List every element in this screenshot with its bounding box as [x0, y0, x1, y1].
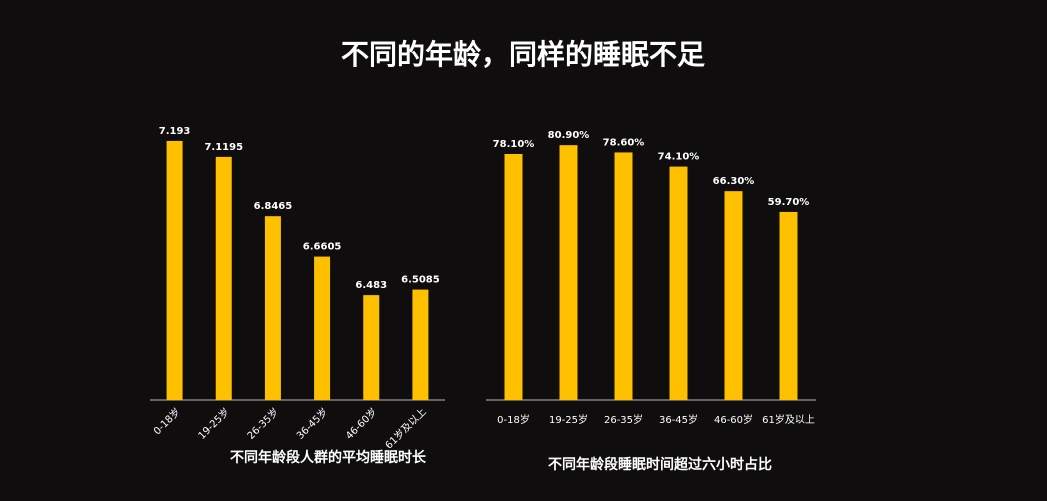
x-tick-label: 36-45岁 [659, 413, 698, 426]
value-label: 66.30% [713, 176, 755, 187]
bar [166, 140, 183, 400]
x-tick-label: 19-25岁 [549, 413, 588, 426]
value-label: 6.5085 [401, 275, 440, 286]
bar [724, 191, 743, 400]
value-label: 6.483 [355, 280, 387, 291]
chart-caption: 不同年龄段人群的平均睡眠时长 [230, 449, 427, 466]
value-label: 7.193 [159, 126, 191, 137]
value-label: 80.90% [548, 130, 590, 141]
bar [669, 166, 688, 400]
bar [264, 216, 281, 400]
chart-caption: 不同年龄段睡眠时间超过六小时占比 [548, 456, 772, 473]
bar [363, 295, 380, 400]
bar [559, 145, 578, 400]
value-label: 59.70% [768, 197, 810, 208]
bar [779, 211, 798, 400]
main-title: 不同的年龄，同样的睡眠不足 [341, 38, 705, 71]
value-label: 6.8465 [254, 201, 293, 212]
value-label: 78.10% [493, 139, 535, 150]
bar [314, 256, 331, 400]
value-label: 74.10% [658, 152, 700, 163]
bar [614, 152, 633, 400]
value-label: 78.60% [603, 137, 645, 148]
x-tick-label: 0-18岁 [497, 413, 530, 426]
bar [504, 153, 523, 400]
bar [412, 289, 429, 400]
value-label: 6.6605 [303, 242, 342, 253]
bar [215, 156, 232, 400]
value-label: 7.1195 [204, 142, 243, 153]
x-tick-label: 26-35岁 [604, 413, 643, 426]
x-tick-label: 46-60岁 [714, 413, 753, 426]
x-tick-label: 61岁及以上 [762, 413, 815, 426]
